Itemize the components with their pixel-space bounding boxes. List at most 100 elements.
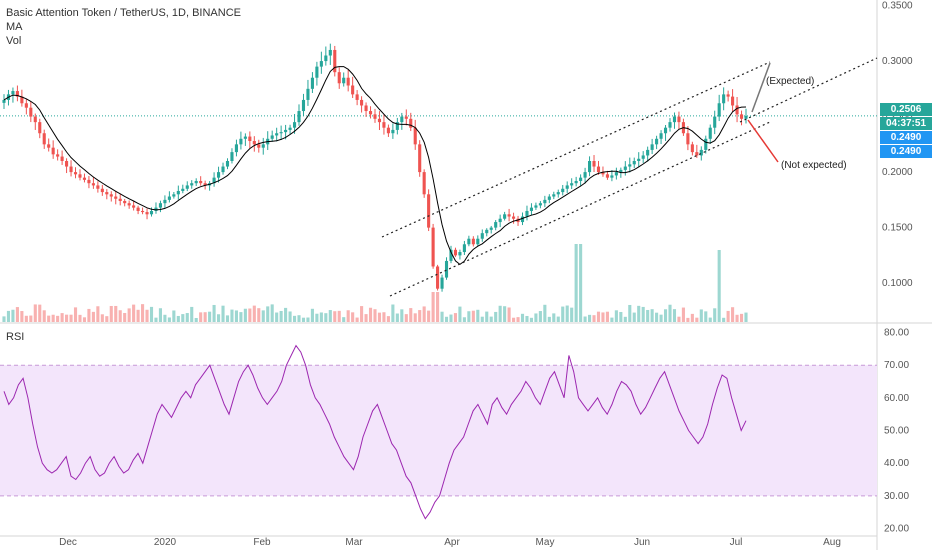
volume-bar: [543, 304, 547, 322]
candle-body: [109, 194, 113, 197]
candle-body: [60, 156, 64, 161]
volume-bar: [686, 317, 690, 322]
candle-body: [726, 94, 730, 97]
candle-body: [431, 227, 435, 267]
candle-body: [275, 133, 279, 136]
volume-bar: [587, 314, 592, 322]
rsi-tick-label: 40.00: [884, 458, 909, 469]
candle-body: [418, 144, 422, 173]
volume-bar: [266, 306, 270, 322]
volume-indicator-label[interactable]: Vol: [6, 35, 22, 47]
volume-bar: [538, 311, 542, 322]
candle-body: [51, 147, 55, 155]
volume-bar: [176, 315, 180, 322]
volume-bar: [458, 306, 462, 322]
volume-bar: [726, 310, 730, 322]
volume-bar: [431, 292, 435, 322]
volume-bar: [386, 316, 390, 322]
candle-body: [471, 238, 475, 245]
candle-body: [234, 144, 238, 153]
candle-body: [561, 188, 565, 193]
volume-bar: [507, 307, 511, 322]
candle-body: [547, 196, 551, 200]
candle-body: [360, 99, 364, 106]
volume-bar: [154, 317, 158, 322]
candle-body: [744, 115, 748, 119]
volume-bar: [145, 309, 149, 322]
rsi-tick-label: 20.00: [884, 523, 909, 534]
volume-bar: [78, 314, 82, 322]
candle-body: [498, 218, 502, 223]
candle-body: [167, 196, 171, 200]
candle-body: [690, 144, 694, 153]
volume-bar: [65, 314, 69, 322]
volume-bar: [623, 316, 627, 322]
volume-bar: [73, 307, 78, 322]
candle-body: [373, 114, 377, 119]
time-tick-label: Jun: [634, 537, 650, 548]
volume-bar: [230, 309, 234, 322]
candle-body: [637, 158, 641, 161]
candle-body: [279, 132, 283, 134]
price-tick-label: 0.2000: [882, 167, 913, 178]
volume-bar: [199, 312, 203, 322]
volume-bar: [6, 310, 11, 322]
volume-bar: [494, 311, 498, 322]
candle-body: [230, 152, 234, 161]
candle-body: [587, 161, 592, 173]
volume-bar: [498, 305, 502, 322]
ma-indicator-label[interactable]: MA: [6, 21, 23, 33]
volume-bar: [181, 314, 185, 322]
candle-body: [704, 138, 708, 150]
volume-bar: [42, 310, 46, 322]
volume-bar: [641, 306, 645, 322]
candle-body: [739, 114, 744, 119]
candle-body: [216, 172, 221, 178]
symbol-title[interactable]: Basic Attention Token / TetherUS, 1D, BI…: [6, 7, 241, 19]
candle-body: [176, 190, 180, 195]
rsi-tick-label: 30.00: [884, 491, 909, 502]
volume-bar: [601, 312, 605, 322]
volume-bar: [216, 314, 221, 322]
candle-body: [172, 194, 176, 197]
volume-bar: [605, 311, 609, 322]
candle-body: [154, 207, 158, 211]
volume-bar: [579, 244, 583, 322]
volume-bar: [190, 306, 194, 322]
volume-bar: [453, 313, 458, 322]
volume-bar: [395, 313, 399, 322]
candle-body: [529, 207, 534, 211]
rsi-indicator-label[interactable]: RSI: [6, 331, 25, 343]
candle-body: [11, 91, 15, 95]
volume-bar: [570, 307, 574, 322]
volume-bar: [583, 316, 587, 322]
volume-bar: [592, 315, 596, 322]
volume-bar: [91, 311, 95, 322]
volume-bar: [252, 305, 256, 322]
volume-bar: [243, 308, 247, 322]
candle-body: [646, 149, 650, 156]
candle-body: [127, 203, 131, 206]
time-tick-label: May: [536, 537, 555, 548]
candle-body: [145, 212, 149, 215]
candle-body: [65, 161, 69, 167]
volume-bar: [596, 311, 601, 322]
volume-bar: [449, 314, 453, 322]
candle-body: [476, 238, 480, 245]
candle-body: [404, 116, 408, 119]
volume-bar: [310, 308, 314, 322]
candle-body: [333, 49, 337, 73]
candle-body: [78, 174, 82, 178]
candle-body: [185, 185, 189, 189]
candle-body: [413, 127, 417, 145]
candle-body: [346, 77, 350, 86]
volume-bar: [731, 307, 735, 322]
candle-body: [596, 166, 601, 173]
candle-body: [24, 103, 28, 108]
volume-bar: [221, 305, 225, 322]
candle-body: [400, 116, 404, 123]
candle-body: [141, 210, 145, 213]
volume-bar: [109, 305, 113, 322]
